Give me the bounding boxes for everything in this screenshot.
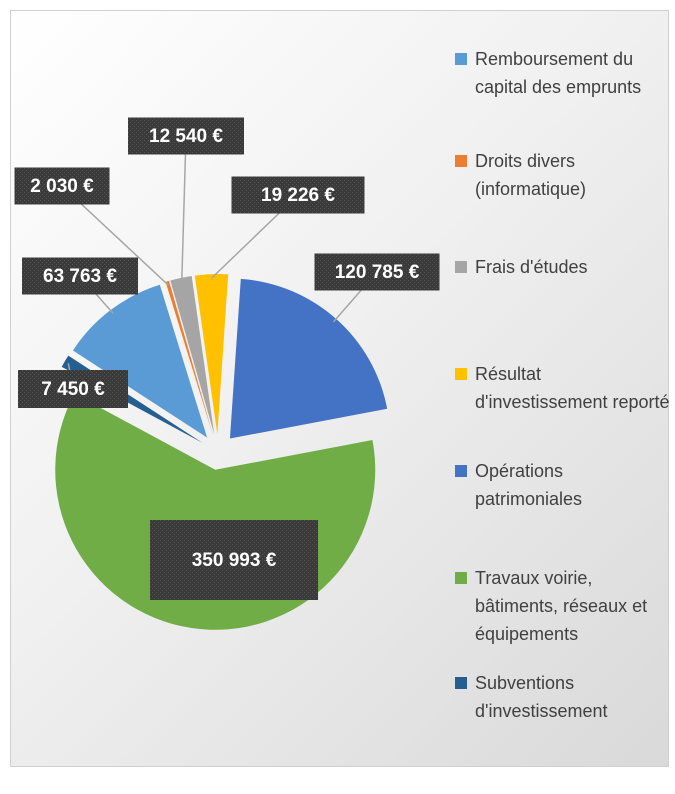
label-box (150, 520, 318, 600)
pie-slice (194, 274, 229, 435)
legend-swatch (455, 155, 467, 167)
legend-swatch (455, 368, 467, 380)
legend-item: Travaux voirie, bâtiments, réseaux et éq… (455, 564, 670, 648)
pie-slice (165, 280, 213, 435)
legend-swatch (455, 677, 467, 689)
legend-swatch (455, 53, 467, 65)
legend-label: Remboursement du capital des emprunts (475, 49, 642, 97)
legend-item: Opérations patrimoniales (455, 457, 670, 513)
label-box (14, 167, 110, 205)
leader-line (181, 135, 187, 282)
data-label: 12 540 € (149, 126, 223, 147)
legend-swatch (455, 572, 467, 584)
data-label: 7 450 € (41, 379, 105, 400)
label-box (22, 257, 138, 295)
legend-label: Résultat d'investissement reporté (475, 364, 670, 412)
pie-slice (72, 284, 208, 438)
legend-item: Frais d'études (455, 253, 670, 281)
legend-label: Subventions d'investissement (475, 673, 608, 721)
legend-item: Remboursement du capital des emprunts (455, 45, 670, 101)
data-label: 120 785 € (335, 262, 420, 283)
label-box (314, 253, 440, 291)
pie-slice (170, 275, 215, 435)
label-box (128, 117, 244, 155)
legend-label: Travaux voirie, bâtiments, réseaux et éq… (475, 568, 648, 644)
label-box (18, 370, 128, 408)
data-label: 350 993 € (192, 550, 277, 571)
pie-slice (229, 278, 388, 439)
label-box (231, 176, 365, 214)
legend-item: Subventions d'investissement (455, 669, 670, 725)
legend-swatch (455, 261, 467, 273)
data-label: 19 226 € (261, 185, 335, 206)
legend-label: Frais d'études (475, 257, 588, 277)
legend-swatch (455, 465, 467, 477)
legend-label: Droits divers (informatique) (475, 151, 587, 199)
data-label: 63 763 € (43, 266, 117, 287)
data-label: 2 030 € (30, 176, 94, 197)
legend-item: Droits divers (informatique) (455, 147, 670, 203)
legend-item: Résultat d'investissement reporté (455, 360, 670, 416)
legend-label: Opérations patrimoniales (475, 461, 583, 509)
